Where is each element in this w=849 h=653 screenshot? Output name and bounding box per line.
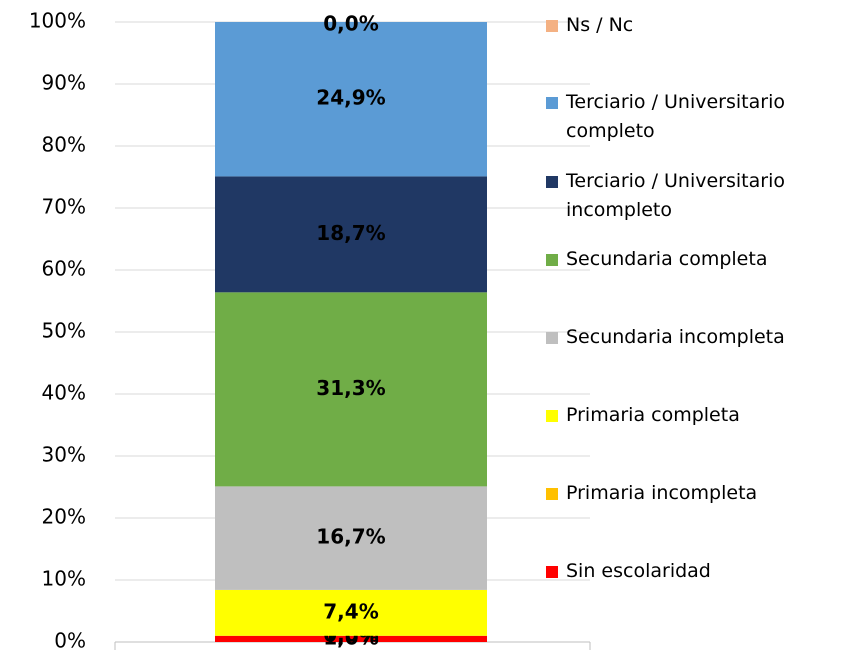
legend-swatch xyxy=(546,332,558,344)
legend-label: Ns / Nc xyxy=(566,14,634,36)
legend-label: Primaria incompleta xyxy=(566,482,758,504)
bar-segment xyxy=(215,292,487,487)
data-label: 16,7% xyxy=(316,525,385,549)
bar-segment xyxy=(215,22,487,177)
data-label: 31,3% xyxy=(316,376,385,400)
bar-segment xyxy=(215,486,487,590)
legend-entry: Secundaria incompleta xyxy=(546,323,836,352)
legend-label: Terciario / Universitario completo xyxy=(566,91,785,142)
legend-swatch xyxy=(546,410,558,422)
legend-entry: Terciario / Universitario completo xyxy=(546,88,836,146)
legend-entry: Ns / Nc xyxy=(546,11,836,40)
y-tick-label: 100% xyxy=(29,9,86,33)
legend-swatch xyxy=(546,97,558,109)
legend-label: Secundaria incompleta xyxy=(566,326,785,348)
legend-label: Primaria completa xyxy=(566,404,740,426)
y-tick-label: 0% xyxy=(54,629,86,653)
data-label: 7,4% xyxy=(323,599,378,623)
bar-segment xyxy=(215,176,487,293)
y-tick-label: 10% xyxy=(42,567,86,591)
legend-swatch xyxy=(546,566,558,578)
data-label: 18,7% xyxy=(316,221,385,245)
y-tick-label: 50% xyxy=(42,319,86,343)
y-tick-label: 90% xyxy=(42,71,86,95)
legend-label: Terciario / Universitario incompleto xyxy=(566,170,785,221)
y-tick-label: 20% xyxy=(42,505,86,529)
legend-swatch xyxy=(546,176,558,188)
data-label: 0,0% xyxy=(323,12,378,36)
y-tick-label: 60% xyxy=(42,257,86,281)
legend-label: Sin escolaridad xyxy=(566,560,711,582)
legend-swatch xyxy=(546,488,558,500)
legend-entry: Terciario / Universitario incompleto xyxy=(546,167,836,225)
y-tick-label: 80% xyxy=(42,133,86,157)
y-tick-label: 40% xyxy=(42,381,86,405)
legend-swatch xyxy=(546,254,558,266)
legend-entry: Primaria completa xyxy=(546,401,836,430)
legend-entry: Secundaria completa xyxy=(546,245,836,274)
y-tick-label: 70% xyxy=(42,195,86,219)
legend-swatch xyxy=(546,20,558,32)
bar-segment xyxy=(215,635,487,642)
legend-entry: Sin escolaridad xyxy=(546,557,836,586)
bar-segment xyxy=(215,589,487,636)
data-label: 24,9% xyxy=(316,86,385,110)
legend-entry: Primaria incompleta xyxy=(546,479,836,508)
legend-label: Secundaria completa xyxy=(566,248,768,270)
y-tick-label: 30% xyxy=(42,443,86,467)
